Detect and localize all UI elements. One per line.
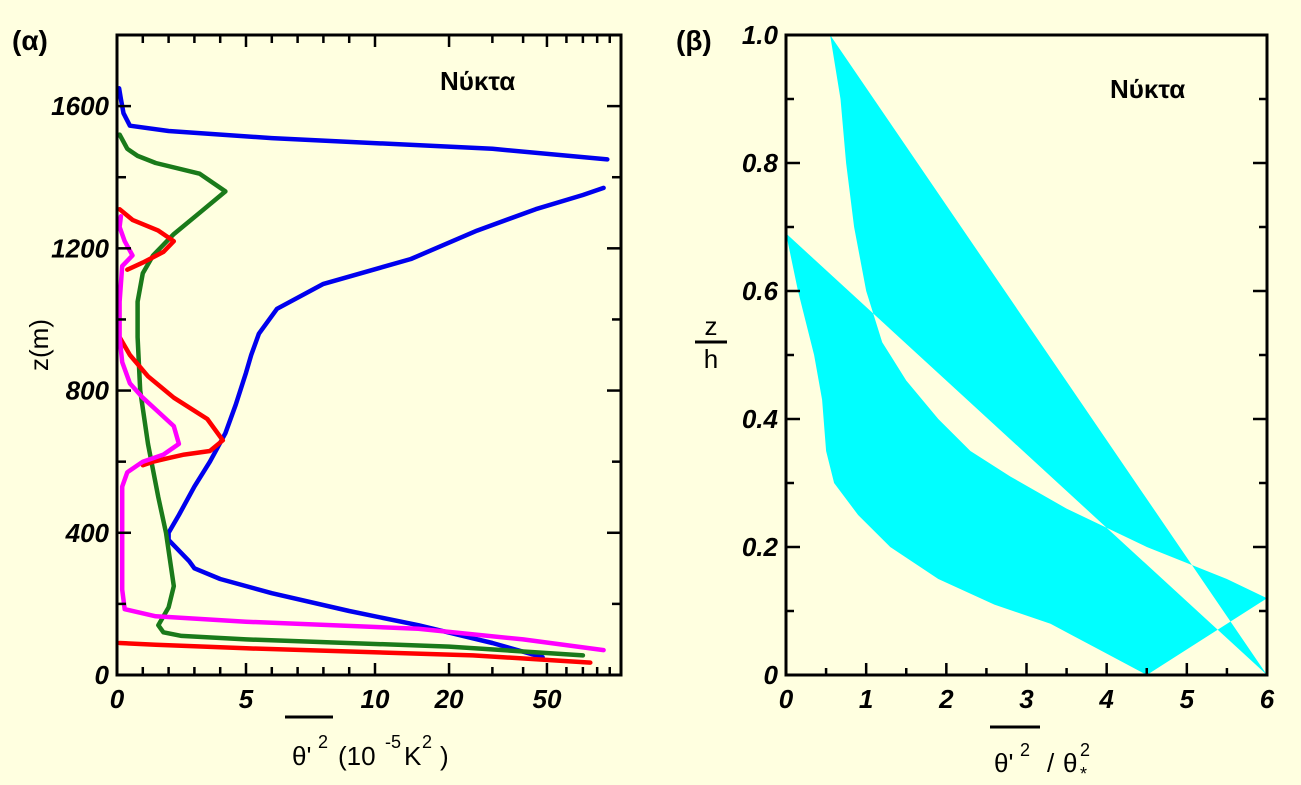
panel-a-frame: [115, 33, 623, 677]
panel-a-y-tick-label: 1200: [51, 233, 109, 263]
panel-a-y-tick-label: 0: [95, 660, 110, 690]
panel-b-x-tick-label: 3: [1019, 684, 1034, 714]
series-blue-line-1: [116, 86, 610, 162]
panel-a-x-tick-label: 5: [239, 684, 254, 714]
panel-a-annotation: Νύκτα: [440, 66, 515, 96]
panel-a-x-tick-labels: 0 5 10 20 50: [110, 684, 562, 714]
panel-b-x-tick-labels: 0 1 2 3 4 5 6: [779, 684, 1275, 714]
series-blue-line-0: [166, 185, 606, 660]
panel-b-y-tick-label: 0.6: [742, 276, 779, 306]
panel-b-y-tick-labels: 0 0.2 0.4 0.6 0.8 1.0: [742, 20, 779, 690]
panel-b-xlabel-theta-star: θ: [1063, 748, 1077, 778]
panel-a-ticks: [117, 33, 621, 675]
series-magenta-line-0: [117, 214, 606, 653]
panel-a-x-tick-label: 10: [361, 684, 390, 714]
panel-a-xlabel-units-close: ): [440, 741, 449, 771]
panel-b-y-tick-label: 0.8: [742, 148, 779, 178]
panel-a-xlabel-units-exp: -5: [385, 732, 401, 752]
panel-b-x-axis-label: θ' 2 / θ * 2: [990, 725, 1090, 784]
panel-b-ylabel-numerator: z: [705, 311, 718, 341]
panel-b-x-tick-label: 0: [779, 684, 794, 714]
panel-a-y-axis-label: z(m): [24, 319, 54, 371]
panel-a-x-tick-label: 20: [434, 684, 464, 714]
panel-b-xlabel-theta-star-exp: 2: [1080, 740, 1090, 760]
panel-b-y-tick-label: 0.2: [742, 532, 779, 562]
panel-a-xlabel-units-open: (10: [338, 741, 376, 771]
panel-b-tag: (β): [676, 25, 712, 56]
panel-b-ylabel-denominator: h: [704, 344, 718, 374]
series-green-line-0: [117, 132, 586, 658]
panel-a-xlabel-symbol: θ': [292, 741, 311, 771]
panel-a-series-group: [116, 86, 610, 665]
panel-b-y-axis-label: z h: [695, 311, 727, 374]
panel-a-xlabel-units-k-exp: 2: [422, 732, 432, 752]
panel-b-x-tick-label: 6: [1260, 684, 1275, 714]
panel-a-tag: (α): [12, 25, 48, 56]
panel-a-y-tick-label: 400: [65, 518, 110, 548]
panel-a-y-tick-label: 800: [66, 376, 110, 406]
panel-b: 0 0.2 0.4 0.6 0.8 1.0 0 1 2 3 4 5 6 (β) Νύκτα z h θ…: [676, 20, 1275, 784]
series-red-line-0: [117, 640, 593, 665]
panel-b-y-tick-label: 0: [764, 660, 779, 690]
panel-a-x-tick-label: 50: [532, 684, 561, 714]
panel-a-x-tick-label: 0: [110, 684, 125, 714]
panel-b-xlabel-exponent: 2: [1020, 740, 1030, 760]
panel-a-y-tick-labels: 0 400 800 1200 1600: [51, 91, 109, 690]
panel-b-xlabel-symbol: θ': [994, 748, 1013, 778]
panel-b-ticks: [786, 33, 1267, 675]
panel-b-y-tick-label: 1.0: [742, 20, 779, 50]
panel-b-band-group: [786, 35, 1267, 675]
panel-b-xlabel-star: *: [1080, 764, 1087, 784]
panel-a-xlabel-exponent: 2: [318, 732, 328, 752]
panel-b-annotation: Νύκτα: [1110, 74, 1185, 104]
panel-b-x-tick-label: 1: [859, 684, 873, 714]
series-red-line-2: [117, 206, 177, 272]
panel-b-xlabel-slash: /: [1047, 748, 1055, 778]
panel-a-y-tick-label: 1600: [51, 91, 109, 121]
panel-b-x-tick-label: 2: [938, 684, 954, 714]
panel-b-x-tick-label: 4: [1098, 684, 1114, 714]
panel-b-y-tick-label: 0.4: [742, 404, 779, 434]
panel-b-cyan-band: [786, 35, 1267, 675]
panel-b-x-tick-label: 5: [1180, 684, 1195, 714]
panel-a-x-axis-label: θ' 2 (10 -5 K 2 ): [285, 715, 449, 771]
panel-a-xlabel-units-k: K: [404, 741, 422, 771]
series-red-line-1: [117, 334, 226, 468]
